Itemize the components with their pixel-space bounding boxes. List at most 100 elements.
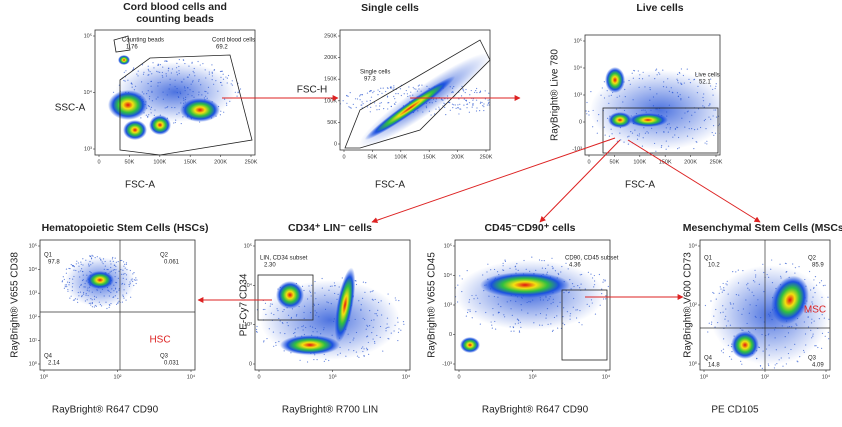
event-dot [135,282,137,285]
event-dot [174,121,176,124]
x-tick-label: 100K [633,159,646,165]
event-dot [408,86,410,88]
event-dot [518,331,521,333]
dense-region [280,335,340,355]
event-dot [479,102,482,104]
event-dot [362,281,365,283]
event-dot [346,102,348,104]
gate [119,54,253,156]
y-axis-label: RayBright® V655 CD45 [427,252,438,358]
y-tick-label: 10³ [444,302,452,308]
gate-name: Q4 [44,354,53,360]
event-dot [588,114,590,116]
gate-name: Live cells [695,73,720,79]
event-dot [593,274,595,277]
y-tick-label: 10⁴ [244,282,253,289]
event-dot [354,98,357,100]
event-dot [494,96,495,97]
dense-region [608,112,632,128]
event-dot [63,278,65,281]
event-dot [457,107,459,109]
gate-value: 2.30 [264,263,276,269]
panel: Mesenchymal Stem Cells (MSCs) PE CD105 Ray… [683,222,842,416]
event-dot [134,279,136,281]
event-dot [96,256,98,258]
x-tick-label: 200K [451,154,464,160]
event-dot [369,90,371,92]
x-tick-label: 150K [659,159,672,165]
event-dot [114,257,116,259]
event-dot [710,300,712,302]
dense-region [180,98,220,122]
event-dot [479,110,481,112]
y-tick-label: 10³ [84,146,92,152]
event-dot [76,260,78,262]
event-dot [417,85,419,87]
x-tick-label: 10⁴ [822,373,831,380]
event-dot [603,81,605,83]
event-dot [61,280,64,282]
gate [257,274,314,321]
event-dot [395,299,397,301]
gate-value: 97.8 [48,260,60,266]
event-dot [504,260,507,262]
event-dot [792,263,794,265]
event-dot [236,95,238,97]
event-dot [513,330,515,332]
event-dot [551,257,553,259]
event-dot [449,109,451,111]
event-dot [180,122,182,125]
event-dot [234,91,236,93]
event-dot [237,91,239,94]
x-tick-label: 0 [257,374,260,380]
event-dot [472,99,474,101]
event-dot [762,263,764,265]
arrow [539,139,621,223]
event-dot [164,60,166,62]
event-dot [365,282,367,284]
event-dot [633,70,636,72]
event-dot [394,297,396,299]
event-dot [552,329,554,331]
event-dot [722,348,725,350]
y-tick-label: 10⁴ [444,272,453,279]
y-axis-label: RayBright® V600 CD73 [683,252,694,358]
event-dot [706,140,708,142]
event-dot [387,293,389,295]
event-dot [442,105,444,107]
gate-value: 14.8 [708,363,720,369]
panel: Single cells FSC-A FSC-H 0 50K 100K 150K 200K 25… [297,2,505,191]
event-dot [729,104,730,105]
event-dot [223,111,225,113]
panel-title: Single cells [361,2,419,14]
event-dot [497,92,498,93]
x-tick-label: 50K [368,154,378,160]
density-plot [340,52,505,148]
event-dot [602,281,604,283]
event-dot [406,93,408,95]
event-dot [481,101,483,104]
event-dot [740,360,742,362]
event-dot [125,263,127,265]
y-tick-label: 10⁵ [244,242,252,249]
dense-region [276,281,304,309]
event-dot [405,89,407,92]
event-dot [376,109,378,111]
event-dot [476,107,478,109]
event-dot [463,98,465,100]
panel-title: CD45⁻CD90⁺ cells [484,222,575,234]
event-dot [483,109,485,112]
event-dot [708,322,710,324]
event-dot [256,331,258,333]
event-dot [264,302,267,304]
event-dot [704,304,707,307]
event-dot [504,93,505,94]
event-dot [686,68,688,70]
event-dot [488,101,490,104]
y-axis-label: FSC-H [297,85,328,96]
event-dot [165,60,167,62]
event-dot [466,269,468,272]
event-dot [68,267,70,270]
event-dot [389,86,392,89]
event-dot [182,59,184,61]
